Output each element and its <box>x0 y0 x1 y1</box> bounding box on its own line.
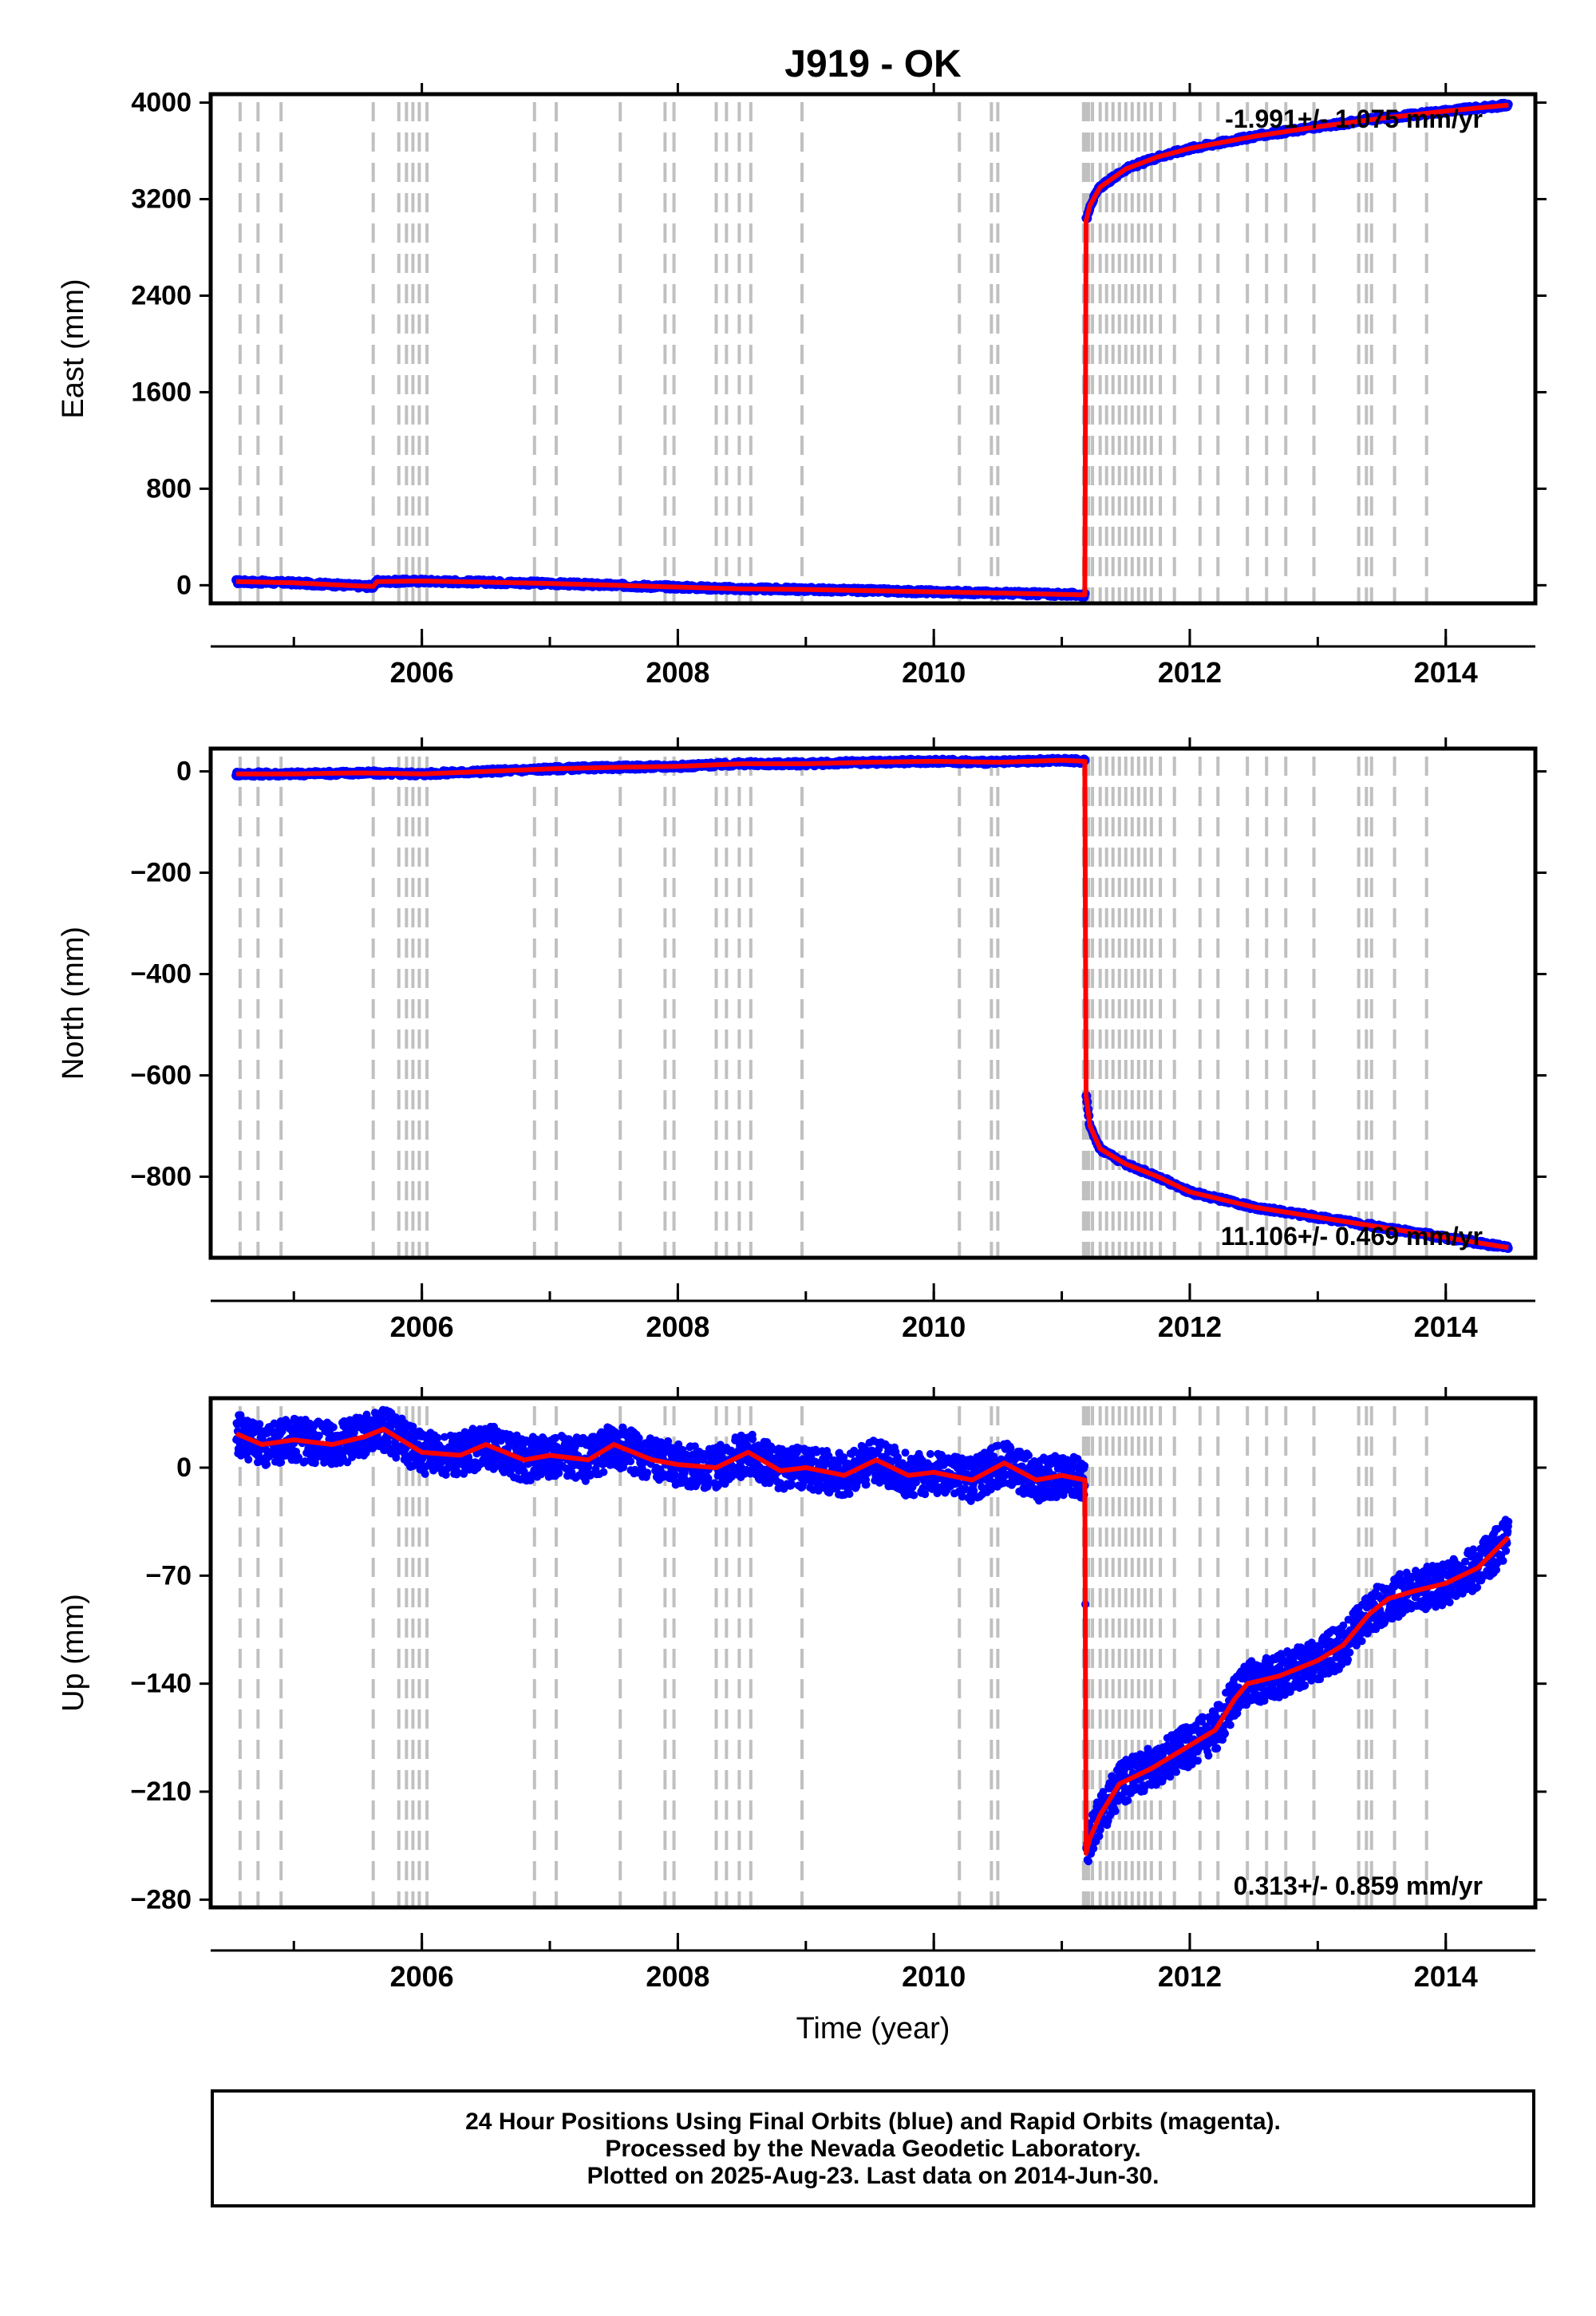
panel-2: 0 −200 −400 −600 −800 2006 2008 2010 2012 2014 Nor… <box>57 737 1547 1343</box>
observation-dots <box>231 98 1513 602</box>
x-tick-label: 2008 <box>646 1310 709 1343</box>
observation-dot <box>244 1455 253 1464</box>
observation-dot <box>749 1435 757 1444</box>
y-tick-label: −800 <box>130 1161 192 1192</box>
x-tick-label: 2012 <box>1158 1310 1222 1343</box>
x-tick-label: 2012 <box>1158 656 1222 689</box>
observation-dot <box>634 1434 643 1442</box>
observation-dot <box>643 1468 652 1477</box>
observation-dots <box>231 753 1513 1253</box>
velocity-label: 11.106+/- 0.469 mm/yr <box>1221 1222 1483 1251</box>
observation-dot <box>626 1457 635 1466</box>
x-tick-label: 2008 <box>646 656 709 689</box>
y-axis-label: North (mm) <box>57 927 90 1080</box>
x-tick-label: 2006 <box>390 1310 454 1343</box>
y-tick-label: 0 <box>176 757 192 787</box>
x-tick-label: 2010 <box>902 656 966 689</box>
observation-dots <box>232 1405 1513 1866</box>
plot-frame <box>208 92 1538 606</box>
observation-dot <box>599 1468 608 1476</box>
y-tick-label: 3200 <box>131 184 192 215</box>
y-axis-label: East (mm) <box>57 279 90 418</box>
y-tick-label: 0 <box>176 570 192 600</box>
plot-frame <box>208 746 1538 1260</box>
observation-dot <box>255 1420 264 1429</box>
chart-title: J919 - OK <box>784 43 962 85</box>
panel-1: 0 800 1600 2400 3200 4000 2006 2008 2010 2012 2014… <box>57 83 1547 689</box>
observation-dot <box>555 1469 563 1477</box>
y-tick-label: −400 <box>130 958 192 989</box>
observation-dot <box>329 1423 338 1432</box>
y-tick-label: 800 <box>146 473 192 504</box>
x-tick-label: 2014 <box>1414 656 1478 689</box>
y-tick-label: −600 <box>130 1060 192 1090</box>
x-tick-label: 2006 <box>390 656 454 689</box>
y-tick-label: −200 <box>130 858 192 888</box>
observation-dot <box>263 1460 271 1468</box>
velocity-label: -1.991+/- 1.075 mm/yr <box>1225 105 1483 133</box>
y-tick-label: 1600 <box>131 377 192 407</box>
observation-dot <box>433 1433 442 1442</box>
x-tick-label: 2014 <box>1414 1310 1478 1343</box>
observation-dot <box>703 1482 712 1491</box>
x-tick-label: 2010 <box>902 1310 966 1343</box>
y-tick-label: 4000 <box>131 88 192 118</box>
y-tick-label: 2400 <box>131 280 192 310</box>
observation-dot <box>421 1469 429 1478</box>
